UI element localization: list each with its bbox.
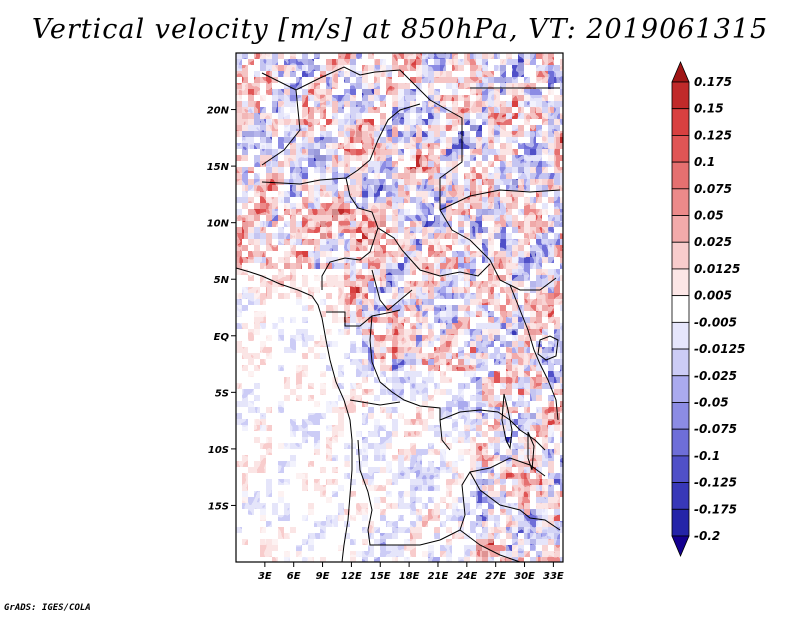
- border-line: [439, 409, 546, 451]
- colorbar-swatch: [671, 241, 690, 270]
- colorbar-label: -0.0125: [694, 342, 745, 356]
- colorbar-label: 0.025: [694, 235, 732, 249]
- lon-tick-label: 24E: [456, 571, 477, 582]
- colorbar-swatch: [671, 215, 690, 243]
- lon-tick-label: 27E: [485, 571, 506, 582]
- border-line: [439, 189, 561, 211]
- colorbar-swatch: [671, 188, 690, 216]
- colorbar-label: -0.075: [694, 422, 737, 436]
- colorbar-label: 0.125: [694, 128, 732, 142]
- colorbar-label: -0.1: [694, 449, 720, 463]
- colorbar-swatch: [671, 348, 690, 377]
- colorbar-label: 0.0125: [694, 262, 740, 276]
- border-line: [369, 315, 451, 451]
- latitude-axis: 20N 15N 10N 5N EQ 5S 10S 15S: [207, 106, 236, 512]
- colorbar-swatch: [671, 268, 690, 297]
- colorbar-label: 0.05: [694, 209, 724, 223]
- colorbar-swatch: [671, 295, 690, 323]
- border-line: [321, 177, 379, 290]
- lat-tick-label: 15N: [207, 162, 230, 173]
- colorbar-label: 0.075: [694, 182, 732, 196]
- colorbar-swatch: [671, 135, 690, 163]
- lon-tick-label: 21E: [428, 571, 449, 582]
- lake-outline: [537, 335, 559, 361]
- border-line: [509, 284, 559, 421]
- border-line: [371, 269, 413, 311]
- colorbar-swatch: [671, 161, 690, 190]
- colorbar-label: 0.1: [694, 155, 715, 169]
- lon-tick-label: 33E: [543, 571, 564, 582]
- border-line: [357, 439, 441, 546]
- lat-tick-label: 10S: [208, 445, 229, 456]
- coastline: [236, 267, 353, 562]
- chart-title: Vertical velocity [m/s] at 850hPa, VT: 2…: [31, 14, 769, 45]
- colorbar-bottom-arrow: [671, 535, 690, 558]
- colorbar-label: -0.2: [694, 529, 720, 543]
- lake-outline: [527, 431, 535, 471]
- lon-tick-label: 6E: [287, 571, 301, 582]
- lat-tick-label: 15S: [208, 501, 229, 512]
- colorbar-label: 0.15: [694, 102, 724, 116]
- grads-credit: GrADS: IGES/COLA: [4, 603, 91, 613]
- lon-tick-label: 9E: [316, 571, 330, 582]
- colorbar-label: -0.125: [694, 476, 737, 490]
- longitude-axis: 3E 6E 9E 12E 15E 18E 21E 24E 27E 30E 33E: [258, 562, 564, 582]
- border-line: [261, 89, 301, 166]
- lat-tick-label: 20N: [207, 106, 230, 117]
- colorbar-swatch: [671, 402, 690, 430]
- border-line: [469, 471, 561, 531]
- lake-outline: [501, 393, 513, 450]
- colorbar-swatch: [671, 321, 690, 350]
- colorbar-label: -0.175: [694, 502, 737, 516]
- lat-tick-label: 10N: [207, 219, 230, 230]
- border-line: [261, 66, 557, 291]
- country-borders: [236, 66, 561, 562]
- border-line: [459, 529, 521, 562]
- colorbar-swatch: [671, 428, 690, 457]
- lon-tick-label: 3E: [258, 571, 272, 582]
- colorbar-label: -0.025: [694, 369, 737, 383]
- border-line: [377, 227, 491, 277]
- colorbar-swatch: [671, 455, 690, 483]
- colorbar-label: 0.005: [694, 289, 732, 303]
- colorbar-swatch: [671, 508, 690, 537]
- colorbar-swatch: [671, 81, 690, 110]
- lon-tick-label: 18E: [399, 571, 420, 582]
- lat-tick-label: EQ: [214, 332, 230, 343]
- lat-tick-label: 5N: [214, 275, 230, 286]
- lon-tick-label: 15E: [370, 571, 391, 582]
- colorbar-swatch: [671, 482, 690, 510]
- lon-tick-label: 12E: [341, 571, 362, 582]
- colorbar-swatch: [671, 108, 690, 136]
- colorbar-label: 0.175: [694, 75, 732, 89]
- colorbar-swatch: [671, 375, 690, 403]
- border-line: [326, 309, 401, 327]
- border-line: [261, 103, 421, 185]
- lat-tick-label: 5S: [215, 388, 229, 399]
- border-line: [349, 399, 401, 406]
- colorbar: 0.175 0.15 0.125 0.1 0.075 0.05 0.025 0.0125 0.0…: [671, 60, 745, 558]
- map-frame: [235, 52, 564, 563]
- field-texture: [236, 53, 563, 562]
- colorbar-label: -0.05: [694, 395, 729, 409]
- colorbar-label: -0.005: [694, 315, 737, 329]
- lon-tick-label: 30E: [514, 571, 535, 582]
- colorbar-top-arrow: [671, 60, 690, 83]
